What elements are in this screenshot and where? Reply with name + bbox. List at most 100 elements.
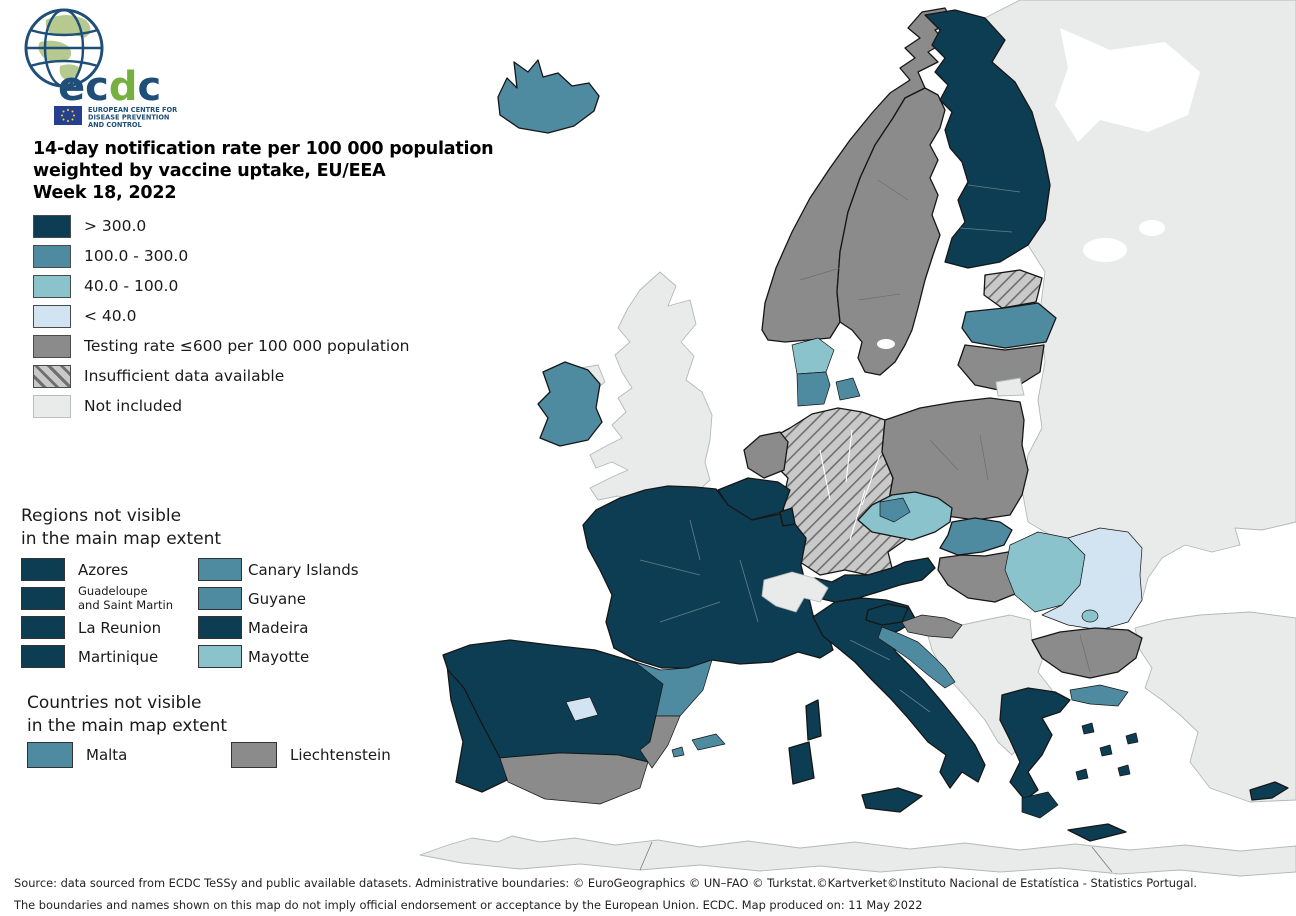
map-region-north-africa bbox=[419, 835, 1296, 877]
france-inner-borders bbox=[639, 519, 759, 623]
region-swatch-guadeloupe bbox=[21, 587, 65, 610]
map-region-croatia-inland bbox=[901, 614, 963, 639]
region-swatch-madeira bbox=[198, 616, 242, 639]
region-swatch-azores bbox=[21, 558, 65, 581]
region-label-la-reunion: La Reunion bbox=[78, 618, 162, 637]
region-swatch-canary-islands bbox=[198, 558, 242, 581]
germany-inner-borders bbox=[819, 429, 881, 541]
map-region-croatia-coast bbox=[877, 626, 956, 689]
country-label-liechtenstein: Liechtenstein bbox=[290, 746, 391, 764]
map-region-netherlands bbox=[743, 431, 789, 479]
map-region-greece-peloponnese bbox=[1021, 791, 1059, 819]
map-title: 14-day notification rate per 100 000 pop… bbox=[33, 138, 494, 204]
map-title-line1: 14-day notification rate per 100 000 pop… bbox=[33, 139, 494, 159]
map-region-switzerland bbox=[761, 571, 829, 613]
region-swatch-guyane bbox=[198, 587, 242, 610]
map-region-denmark-north bbox=[791, 337, 835, 375]
map-region-sardinia bbox=[788, 741, 815, 785]
logo-tagline-3: AND CONTROL bbox=[88, 121, 143, 129]
countries-heading: Countries not visible in the main map ex… bbox=[27, 692, 227, 738]
map-region-greece-islands bbox=[1075, 722, 1139, 781]
legend-row: 40.0 - 100.0 bbox=[33, 271, 410, 301]
map-region-corsica bbox=[805, 699, 822, 741]
map-region-bulgaria bbox=[1031, 627, 1143, 679]
legend-row: Insufficient data available bbox=[33, 361, 410, 391]
map-region-slovakia bbox=[939, 517, 1013, 556]
map-region-spain-madrid bbox=[565, 696, 599, 722]
footer: Source: data sourced from ECDC TeSSy and… bbox=[14, 872, 1197, 916]
regions-heading: Regions not visible in the main map exte… bbox=[21, 505, 221, 551]
legend-swatch-insufficient-data bbox=[33, 364, 71, 388]
map-region-kaliningrad bbox=[995, 377, 1025, 397]
map-region-lithuania bbox=[957, 344, 1045, 393]
country-swatch-liechtenstein bbox=[231, 742, 277, 768]
legend-label: 100.0 - 300.0 bbox=[84, 247, 189, 265]
map-region-sweden bbox=[836, 87, 946, 376]
region-swatch-mayotte bbox=[198, 645, 242, 668]
region-label-martinique: Martinique bbox=[78, 647, 159, 666]
map-region-greece bbox=[999, 687, 1071, 801]
region-swatch-martinique bbox=[21, 645, 65, 668]
legend-row: < 40.0 bbox=[33, 301, 410, 331]
region-label-mayotte: Mayotte bbox=[248, 647, 310, 666]
map-region-crete bbox=[1067, 823, 1127, 842]
legend-swatch-testing-rate bbox=[33, 334, 71, 358]
map-region-ireland bbox=[537, 361, 603, 447]
regions-legend-grid: Azores Canary Islands Guadeloupe and Sai… bbox=[21, 555, 359, 671]
map-region-turkey bbox=[1134, 611, 1296, 803]
map-region-italy bbox=[812, 597, 986, 789]
legend-label: < 40.0 bbox=[84, 307, 137, 325]
map-title-line3: Week 18, 2022 bbox=[33, 183, 177, 203]
lake-ladoga bbox=[1083, 238, 1127, 262]
map-region-sicily bbox=[861, 787, 923, 813]
country-swatch-malta bbox=[27, 742, 73, 768]
map-region-spain-east bbox=[639, 715, 681, 769]
legend-swatch-40-100 bbox=[33, 274, 71, 298]
map-region-cyprus bbox=[1249, 781, 1289, 801]
region-label-guadeloupe-line1: Guadeloupe bbox=[78, 583, 148, 598]
legend-label: Insufficient data available bbox=[84, 367, 285, 385]
legend-swatch-not-included bbox=[33, 394, 71, 418]
countries-heading-line2: in the main map extent bbox=[27, 716, 228, 736]
region-label-azores: Azores bbox=[78, 560, 129, 579]
map-region-balearic-islands bbox=[671, 733, 726, 758]
africa-border-morocco-algeria bbox=[639, 841, 653, 871]
legend-label: > 300.0 bbox=[84, 217, 147, 235]
legend-swatch-gt300 bbox=[33, 214, 71, 238]
legend-label: Not included bbox=[84, 397, 183, 415]
legend-label: Testing rate ≤600 per 100 000 population bbox=[84, 337, 410, 355]
footer-disclaimer-line: The boundaries and names shown on this m… bbox=[14, 898, 923, 912]
legend: > 300.0 100.0 - 300.0 40.0 - 100.0 < 40.… bbox=[33, 211, 410, 421]
bulgaria-inner-border bbox=[1079, 634, 1091, 673]
logo-tagline-1: EUROPEAN CENTRE FOR bbox=[88, 106, 177, 114]
map-region-spain-south bbox=[499, 752, 649, 805]
map-region-finland bbox=[924, 9, 1051, 269]
map-region-denmark-south bbox=[796, 371, 831, 407]
country-label-malta: Malta bbox=[86, 746, 128, 764]
legend-row: Testing rate ≤600 per 100 000 population bbox=[33, 331, 410, 361]
italy-inner-borders bbox=[849, 639, 931, 713]
regions-heading-line2: in the main map extent bbox=[21, 529, 222, 549]
footer-source-line: Source: data sourced from ECDC TeSSy and… bbox=[14, 876, 1198, 890]
countries-heading-line1: Countries not visible bbox=[27, 693, 202, 713]
region-label-canary-islands: Canary Islands bbox=[248, 560, 359, 579]
finland-inner-borders bbox=[959, 184, 1021, 233]
map-region-latvia bbox=[961, 302, 1057, 349]
map-region-estonia bbox=[983, 269, 1043, 309]
lake-vanern bbox=[877, 339, 895, 349]
region-label-guadeloupe-line2: and Saint Martin bbox=[78, 597, 173, 612]
scandinavia-inner-borders bbox=[799, 179, 909, 301]
region-label-guadeloupe: Guadeloupe and Saint Martin bbox=[65, 583, 189, 613]
map-region-romania-east bbox=[1041, 527, 1143, 631]
globe-icon bbox=[24, 8, 104, 88]
logo-tagline-2: DISEASE PREVENTION bbox=[88, 114, 169, 122]
regions-heading-line1: Regions not visible bbox=[21, 506, 182, 526]
region-label-madeira: Madeira bbox=[248, 618, 309, 637]
map-region-czechia-prague bbox=[879, 497, 911, 523]
legend-label: 40.0 - 100.0 bbox=[84, 277, 179, 295]
map-region-denmark-zealand bbox=[835, 377, 861, 401]
countries-legend-row: Malta Liechtenstein bbox=[27, 742, 391, 768]
map-region-spain-northeast bbox=[634, 659, 713, 717]
